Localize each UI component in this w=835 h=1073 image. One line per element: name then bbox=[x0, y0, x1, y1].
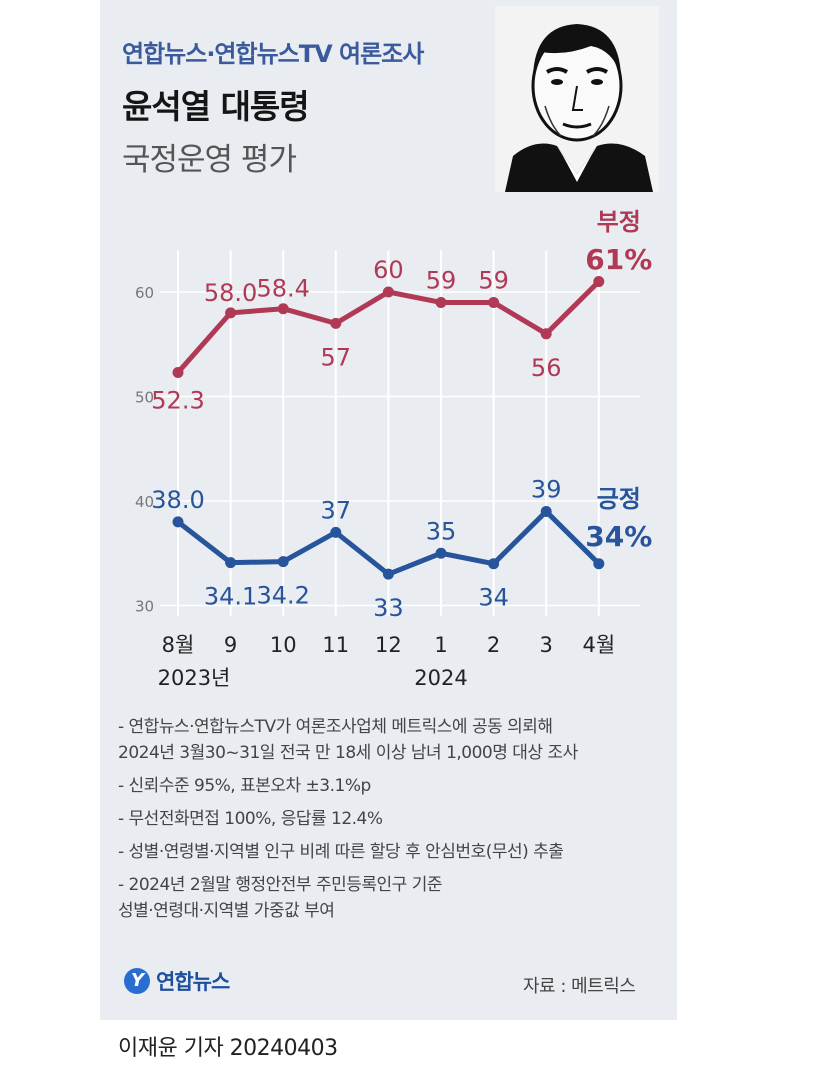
data-label: 34.2 bbox=[256, 582, 309, 610]
data-point bbox=[540, 505, 552, 517]
data-point bbox=[488, 558, 500, 570]
data-label: 56 bbox=[531, 354, 562, 382]
x-tick-label: 10 bbox=[270, 633, 297, 657]
data-label: 33 bbox=[373, 594, 404, 622]
data-point bbox=[225, 557, 237, 569]
x-tick-label: 12 bbox=[375, 633, 402, 657]
data-label: 38.0 bbox=[151, 486, 204, 514]
data-label: 58.0 bbox=[204, 279, 257, 307]
data-point bbox=[277, 556, 289, 568]
year-label: 2024 bbox=[414, 666, 467, 690]
data-label: 52.3 bbox=[151, 386, 204, 414]
note-line: - 연합뉴스·연합뉴스TV가 여론조사업체 메트릭스에 공동 의뢰해 bbox=[118, 717, 553, 737]
page-subtitle: 국정운영 평가 bbox=[122, 142, 297, 178]
data-point bbox=[435, 547, 447, 559]
source-credit: 자료 : 메트릭스 bbox=[523, 976, 636, 997]
data-label: 34 bbox=[478, 584, 509, 612]
yonhap-logo: Y 연합뉴스 bbox=[124, 966, 230, 996]
note-line: - 2024년 2월말 행정안전부 주민등록인구 기준 bbox=[118, 875, 442, 895]
data-point bbox=[382, 286, 394, 298]
data-label: 59 bbox=[478, 266, 509, 294]
y-tick-label: 60 bbox=[135, 284, 154, 302]
note-line: - 성별·연령별·지역별 인구 비례 따른 할당 후 안심번호(무선) 추출 bbox=[118, 842, 564, 862]
note-line: - 무선전화면접 100%, 응답률 12.4% bbox=[118, 809, 383, 829]
data-point bbox=[382, 568, 394, 580]
data-label: 60 bbox=[373, 256, 404, 284]
data-point bbox=[540, 328, 552, 340]
yonhap-logo-icon: Y bbox=[124, 968, 150, 994]
data-point bbox=[593, 558, 605, 570]
data-label: 59 bbox=[426, 266, 457, 294]
page-title: 윤석열 대통령 bbox=[122, 87, 310, 126]
x-tick-label: 3 bbox=[540, 633, 553, 657]
data-label: 34.1 bbox=[204, 583, 257, 611]
series-end-value: 61% bbox=[585, 243, 652, 276]
data-point bbox=[172, 366, 184, 378]
series-name-label: 부정 bbox=[597, 208, 641, 236]
note-line: - 신뢰수준 95%, 표본오차 ±3.1%p bbox=[118, 776, 371, 796]
x-tick-label: 1 bbox=[434, 633, 447, 657]
data-point bbox=[330, 526, 342, 538]
note-line: 2024년 3월30~31일 전국 만 18세 이상 남녀 1,000명 대상 … bbox=[118, 743, 578, 763]
x-tick-label: 8월 bbox=[162, 633, 195, 657]
x-tick-label: 9 bbox=[224, 633, 237, 657]
data-point bbox=[330, 317, 342, 329]
y-tick-label: 30 bbox=[135, 598, 154, 616]
data-point bbox=[225, 307, 237, 319]
survey-notes: - 연합뉴스·연합뉴스TV가 여론조사업체 메트릭스에 공동 의뢰해 2024년… bbox=[118, 714, 678, 931]
series-name-label: 긍정 bbox=[597, 485, 641, 513]
series-end-value: 34% bbox=[585, 520, 652, 553]
y-tick-label: 40 bbox=[135, 493, 154, 511]
data-point bbox=[488, 296, 500, 308]
survey-subheading: 연합뉴스·연합뉴스TV 여론조사 bbox=[122, 40, 424, 68]
data-label: 58.4 bbox=[256, 275, 309, 303]
note-line: 성별·연령대·지역별 가중값 부여 bbox=[118, 901, 335, 921]
x-tick-label: 4월 bbox=[582, 633, 615, 657]
president-portrait-illustration bbox=[495, 6, 659, 192]
reporter-byline: 이재윤 기자 20240403 bbox=[118, 1036, 338, 1061]
data-label: 35 bbox=[426, 517, 457, 545]
data-label: 39 bbox=[531, 475, 562, 503]
data-point bbox=[172, 516, 184, 528]
x-tick-label: 2 bbox=[487, 633, 500, 657]
year-label: 2023년 bbox=[158, 666, 231, 690]
data-point bbox=[277, 303, 289, 315]
yonhap-logo-text: 연합뉴스 bbox=[156, 970, 230, 994]
data-point bbox=[435, 296, 447, 308]
x-tick-label: 11 bbox=[322, 633, 349, 657]
data-point bbox=[593, 276, 605, 288]
data-label: 57 bbox=[321, 343, 352, 371]
y-tick-label: 50 bbox=[135, 389, 154, 407]
data-label: 37 bbox=[321, 496, 352, 524]
